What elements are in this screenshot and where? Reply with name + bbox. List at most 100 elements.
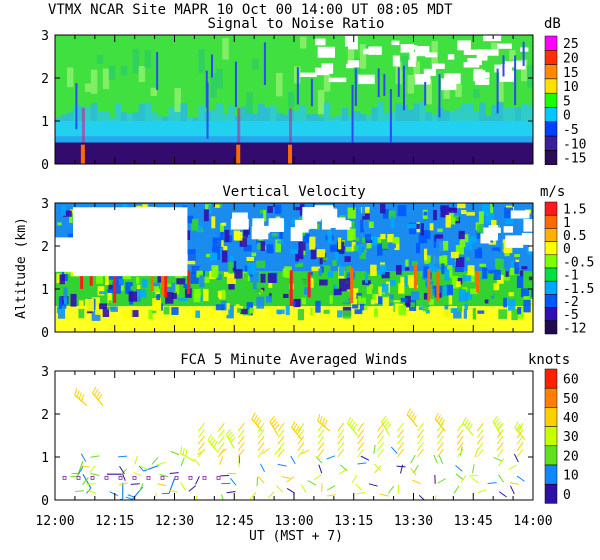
vv-colorbar: 1.510.50-0.5-1-1.5-2-5-12: [544, 201, 594, 336]
vv-texture: [84, 298, 94, 312]
colorbar-swatch: [544, 407, 558, 427]
wind-barb-low: [300, 449, 310, 455]
snr-texture: [288, 91, 295, 108]
snr-texture: [527, 65, 533, 88]
wind-barb-upper: [397, 422, 404, 432]
colorbar-label: 0.5: [563, 229, 586, 244]
x-tick-label: 14:00: [513, 514, 552, 529]
wind-barb-upper: [337, 422, 345, 432]
wind-barb-low: [387, 485, 395, 494]
vv-texture: [457, 278, 463, 285]
snr-streak: [438, 74, 441, 118]
vv-texture: [365, 234, 371, 242]
vv-heatmap: [55, 203, 533, 332]
winds-colorbar: 60 50 40 30 20 10 0: [544, 368, 579, 504]
vv-texture: [165, 283, 172, 287]
winds-unit-label: knots: [528, 352, 570, 368]
vv-texture: [125, 282, 133, 295]
snr-texture: [216, 68, 223, 89]
colorbar-label: -0.5: [563, 255, 594, 270]
vv-texture: [224, 229, 230, 243]
vv-updraft: [150, 263, 154, 292]
vv-data-gap: [313, 205, 334, 211]
vv-texture: [372, 294, 376, 300]
snr-texture: [371, 107, 379, 121]
vv-texture: [290, 249, 299, 255]
snr-streak: [522, 41, 525, 66]
vv-texture: [230, 255, 235, 268]
snr-texture: [503, 108, 510, 121]
vv-texture: [382, 237, 389, 249]
vv-texture: [521, 266, 528, 270]
snr-texture: [66, 67, 74, 88]
snr-gap: [431, 63, 445, 69]
y-axis-label: Altitude (km): [14, 217, 29, 319]
vv-texture: [260, 241, 266, 251]
snr-texture: [299, 105, 307, 121]
snr-texture: [138, 103, 146, 121]
snr-texture: [419, 102, 426, 121]
snr-texture: [341, 108, 349, 121]
wind-barb-low: [455, 464, 463, 472]
vv-updraft: [164, 263, 168, 298]
vv-texture: [470, 236, 477, 244]
wind-barb-upper: [436, 448, 444, 458]
wind-barb-low: [139, 465, 149, 471]
snr-streak: [424, 82, 427, 106]
vv-texture: [319, 279, 328, 286]
wind-barb-feather: [118, 498, 123, 500]
vv-texture: [407, 274, 415, 286]
vv-texture: [266, 244, 274, 253]
wind-barb-low: [418, 494, 426, 500]
vv-texture: [187, 249, 196, 261]
vv-texture: [516, 269, 523, 274]
vv-texture: [196, 270, 203, 278]
snr-texture: [198, 105, 205, 121]
vv-texture: [69, 212, 73, 223]
vv-texture: [221, 222, 227, 226]
vv-texture: [456, 281, 461, 287]
vv-texture: [185, 215, 194, 224]
wind-barb-upper: [217, 429, 225, 438]
wind-barb-feather: [412, 415, 417, 422]
vv-texture: [482, 267, 488, 279]
snr-texture: [120, 65, 128, 76]
vv-data-gap: [523, 219, 533, 232]
vv-texture: [318, 268, 322, 276]
vv-texture: [309, 271, 313, 276]
wind-barb-upper: [317, 429, 325, 438]
vv-texture: [409, 285, 418, 289]
vv-texture: [284, 266, 292, 278]
vv-texture: [208, 204, 212, 214]
wind-barb-upper: [377, 448, 385, 458]
wind-barb-low: [396, 465, 406, 468]
vv-texture: [394, 303, 400, 313]
wind-barb-upper: [377, 442, 385, 451]
wind-barb-feather: [251, 412, 256, 420]
wind-barb-feather: [348, 419, 354, 426]
vv-data-gap: [480, 233, 491, 244]
wind-barb-upper: [357, 429, 365, 438]
wind-barb-upper: [397, 442, 404, 451]
vv-texture: [347, 228, 353, 241]
snr-texture: [515, 107, 522, 121]
vv-texture: [277, 240, 284, 244]
vv-texture: [484, 281, 493, 295]
snr-panel-title: Signal to Noise Ratio: [207, 16, 384, 32]
wind-barb-feather: [272, 421, 278, 428]
wind-barb-low: [516, 475, 525, 482]
vv-texture: [267, 206, 273, 213]
vv-texture: [476, 232, 481, 239]
snr-texture: [401, 104, 409, 121]
wind-barb-upper: [237, 448, 245, 458]
vv-texture: [259, 209, 265, 214]
vv-texture: [354, 309, 363, 315]
vv-texture: [337, 237, 342, 250]
vv-texture: [63, 287, 68, 301]
wind-barb-feather: [440, 419, 445, 427]
colorbar-swatch: [544, 150, 558, 165]
snr-texture: [96, 111, 104, 121]
vv-texture: [190, 271, 199, 284]
wind-barb-feather: [492, 415, 498, 422]
